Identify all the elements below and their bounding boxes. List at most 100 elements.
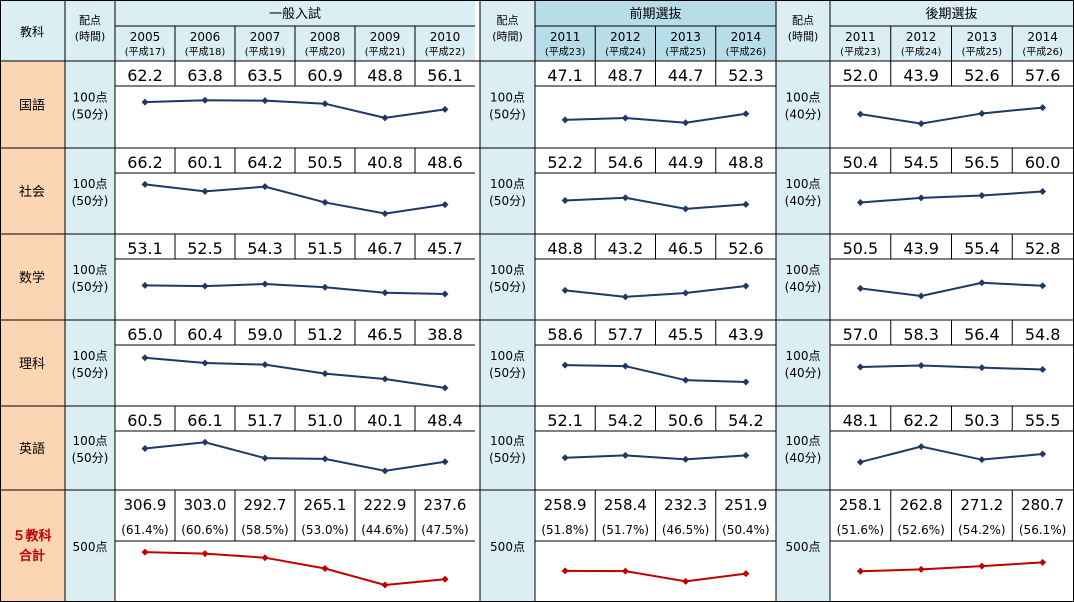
data-point	[1039, 450, 1047, 458]
data-point	[261, 183, 269, 191]
data-point	[141, 180, 149, 188]
points-value: (50分)	[72, 451, 109, 465]
data-point	[561, 196, 569, 204]
data-label: 63.8	[187, 66, 223, 85]
data-label: 56.5	[964, 153, 1000, 172]
data-point	[141, 281, 149, 289]
data-label: 54.5	[903, 153, 939, 172]
data-point	[381, 289, 389, 297]
data-point	[621, 114, 629, 122]
data-point	[682, 205, 690, 213]
data-label: 51.5	[307, 239, 343, 258]
data-point	[201, 438, 209, 446]
era-label: (平成25)	[962, 46, 1003, 58]
section-title-3: 後期選抜	[925, 6, 977, 22]
points-value: (50分)	[72, 108, 109, 122]
data-label: 65.0	[127, 325, 163, 344]
percent-label: (54.2%)	[958, 523, 1005, 537]
era-label: (平成24)	[605, 46, 646, 58]
data-point	[381, 467, 389, 475]
subject-label: 理科	[19, 357, 45, 372]
points-header-label: (時間)	[492, 30, 523, 43]
points-value: (50分)	[489, 451, 526, 465]
data-label: 59.0	[247, 325, 283, 344]
data-point	[856, 199, 864, 207]
data-point	[441, 201, 449, 209]
era-label: (平成25)	[665, 46, 706, 58]
era-label: (平成21)	[365, 46, 406, 58]
data-label: 54.3	[247, 239, 283, 258]
data-label: 50.5	[843, 239, 879, 258]
year-label: 2009	[370, 30, 401, 44]
data-label: 58.3	[903, 325, 939, 344]
data-point	[742, 200, 750, 208]
year-label: 2013	[967, 30, 998, 44]
year-label: 2013	[670, 30, 701, 44]
subject-header-bg	[0, 0, 65, 61]
points-header-label: 配点	[497, 14, 519, 27]
percent-label: (51.6%)	[837, 523, 884, 537]
data-point	[321, 565, 329, 573]
points-header-label: 配点	[792, 14, 814, 27]
data-label: 56.4	[964, 325, 1000, 344]
data-label: 54.6	[608, 153, 644, 172]
points-value: (40分)	[785, 280, 822, 294]
data-label: 48.4	[427, 411, 463, 430]
points-value: 100点	[786, 177, 821, 191]
data-point	[1039, 188, 1047, 195]
points-value: (40分)	[785, 451, 822, 465]
data-label: 232.3	[664, 496, 707, 514]
data-label: 262.8	[900, 496, 943, 514]
points-column-bg	[480, 0, 535, 602]
era-label: (平成23)	[545, 46, 586, 58]
data-label: 38.8	[427, 325, 463, 344]
data-label: 258.1	[839, 496, 882, 514]
data-label: 48.1	[843, 411, 879, 430]
data-point	[621, 362, 629, 370]
year-label: 2010	[430, 30, 461, 44]
points-value: 100点	[490, 91, 525, 105]
era-label: (平成19)	[245, 46, 286, 58]
subject-label: 国語	[19, 98, 45, 114]
data-point	[856, 458, 864, 466]
data-label: 258.4	[604, 496, 647, 514]
data-label: 60.1	[187, 153, 223, 172]
percent-label: (44.6%)	[361, 523, 408, 537]
data-point	[917, 565, 925, 573]
data-point	[381, 375, 389, 383]
data-label: 53.1	[127, 239, 163, 258]
data-label: 46.5	[367, 325, 403, 344]
data-point	[561, 116, 569, 124]
data-point	[321, 283, 329, 291]
data-label: 265.1	[304, 496, 347, 514]
data-label: 43.9	[728, 325, 764, 344]
series-line	[860, 106, 1043, 125]
data-point	[856, 284, 864, 292]
data-point	[917, 194, 925, 202]
points-value: (50分)	[489, 194, 526, 208]
data-point	[856, 363, 864, 371]
data-point	[381, 581, 389, 589]
data-point	[917, 292, 925, 300]
points-header-label: (時間)	[788, 30, 819, 43]
year-label: 2011	[845, 30, 876, 44]
data-point	[978, 279, 986, 287]
data-label: 47.1	[547, 66, 583, 85]
points-value: 100点	[490, 263, 525, 277]
data-point	[1039, 365, 1047, 373]
data-label: 50.3	[964, 411, 1000, 430]
data-label: 52.1	[547, 411, 583, 430]
year-label: 2007	[250, 30, 281, 44]
data-point	[978, 192, 986, 200]
points-value: 100点	[73, 91, 108, 105]
data-point	[742, 110, 750, 118]
percent-label: (61.4%)	[121, 523, 168, 537]
data-label: 60.9	[307, 66, 343, 85]
data-point	[261, 280, 269, 288]
points-value: (50分)	[72, 366, 109, 380]
data-point	[381, 114, 389, 122]
subject-label: 社会	[19, 184, 45, 200]
data-point	[917, 361, 925, 369]
points-value: (40分)	[785, 108, 822, 122]
data-label: 58.6	[547, 325, 583, 344]
